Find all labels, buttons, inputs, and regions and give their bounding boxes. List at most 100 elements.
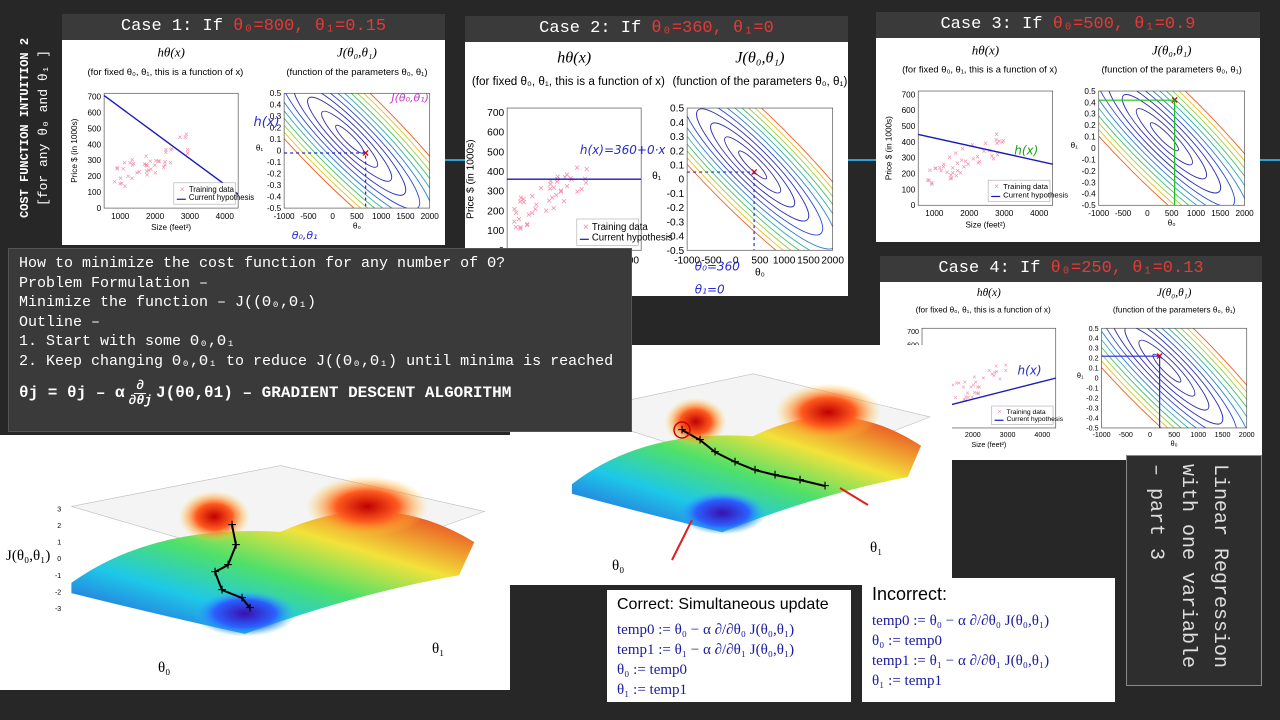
surface [571,416,922,533]
x-tick-label: 0 [330,212,335,221]
contours [1101,328,1247,428]
case-label: Case 2: If [539,19,652,38]
y-tick-label: 600 [902,106,916,115]
contour [710,122,796,208]
training-point: × [953,149,958,158]
contour [1101,328,1247,428]
legend-label: Current hypothesis [1003,190,1068,199]
step-marker: + [223,557,232,574]
x-tick-label: 3000 [181,212,200,221]
training-point: × [564,170,570,181]
training-point: × [521,198,527,209]
handwritten-note: h(x) [1018,364,1042,378]
training-point: × [126,172,131,181]
contour [687,108,824,236]
contour [1110,328,1224,425]
contours [1098,91,1245,206]
y-axis-label: θ₁ [256,144,264,153]
contour [1135,108,1193,166]
training-point: × [993,369,997,377]
y-tick-label: 700 [907,328,919,336]
training-point: × [976,158,981,167]
case-plot: hθ(x) (for fixed θ₀, θ₁, this is a functi… [62,40,445,245]
y-tick-label: 0.5 [1089,325,1099,333]
training-point: × [145,171,150,180]
training-point: × [955,159,960,168]
training-point: × [142,160,147,169]
legend-label: Current hypothesis [189,193,254,202]
training-point: × [128,159,133,168]
x-tick-label: 4000 [1034,431,1050,439]
contour [724,136,782,194]
training-point: × [548,180,554,191]
contours [284,93,430,209]
panel-subtitle: (function of the parameters θ₀, θ₁) [1101,65,1241,75]
x-tick-label: 1000 [925,209,944,218]
training-point: × [949,174,954,183]
training-point: × [115,163,120,172]
contour [1101,328,1247,428]
training-point: × [162,160,167,169]
panel-subtitle: (for fixed θ₀, θ₁, this is a function of… [88,66,244,77]
training-point: × [972,373,976,381]
training-point: × [548,177,554,188]
training-point: × [976,391,980,399]
contour [284,93,430,209]
projection [1101,355,1161,428]
y-tick-label: 0.2 [270,124,282,133]
sidebar-title: COST FUNCTION INTUITION 2 [18,37,32,219]
case-label: Case 4: If [938,259,1051,278]
training-point: × [941,163,946,172]
x-tick-label: -500 [701,255,722,266]
update-line: temp0 := θ₀ − α ∂/∂θ₀ J(θ₀,θ₁) [872,613,1050,629]
training-point: × [945,168,950,177]
training-point: × [987,367,991,375]
y-tick-label: 300 [87,156,101,165]
y-tick-label: 100 [902,185,916,194]
training-point: × [995,151,1000,160]
training-point: × [529,208,535,219]
x-tick-label: 1500 [797,255,820,266]
training-point: × [162,157,167,166]
update-line: θ₁ := temp1 [617,682,688,698]
contour [284,93,430,209]
training-point: × [959,156,964,165]
formula: θj = θj – α ∂ ∂θj J(θ0,θ1) – GRADIENT DES… [19,379,621,408]
x-tick-label: 1000 [1187,209,1206,218]
projection [687,171,755,251]
y-tick-label: 0 [1095,375,1099,383]
y-tick-label: 0.2 [670,146,684,157]
training-point: × [122,159,127,168]
legend-label: Training data [592,222,649,233]
training-point: × [972,389,976,397]
hypothesis-line [103,95,239,195]
side-title-box: Linear Regression with one variable – pa… [1126,455,1262,686]
training-point: × [981,374,985,382]
contours [687,108,833,251]
training-point: × [948,171,953,180]
training-point: × [963,378,967,386]
training-point: × [966,394,970,402]
x-axis-label: θ₀ [755,268,765,279]
training-point: × [169,145,174,154]
handwritten-note: h(x) [1014,143,1038,157]
question: How to minimize the cost function for an… [19,255,506,272]
y-axis-label: θ₁ [1071,141,1079,150]
panel-title: J(θ₀,θ₁) [1152,42,1192,57]
y-tick-label: 0.2 [1084,121,1096,130]
training-point: × [975,153,980,162]
axes-box [103,92,239,209]
y-tick-label: 0 [911,201,916,210]
training-point: × [144,160,149,169]
contour [284,93,430,209]
y-tick-label: 200 [902,169,916,178]
training-point: × [516,214,522,225]
peak [775,383,882,442]
training-point: × [115,165,120,174]
x-axis-label: θ₀ [612,558,624,574]
x-tick-label: 0 [733,255,739,266]
legend-marker: × [180,185,185,194]
contour [687,108,833,251]
case-header: Case 3: If θ₀=500, θ₁=0.9 [876,12,1260,38]
training-point: × [997,137,1002,146]
